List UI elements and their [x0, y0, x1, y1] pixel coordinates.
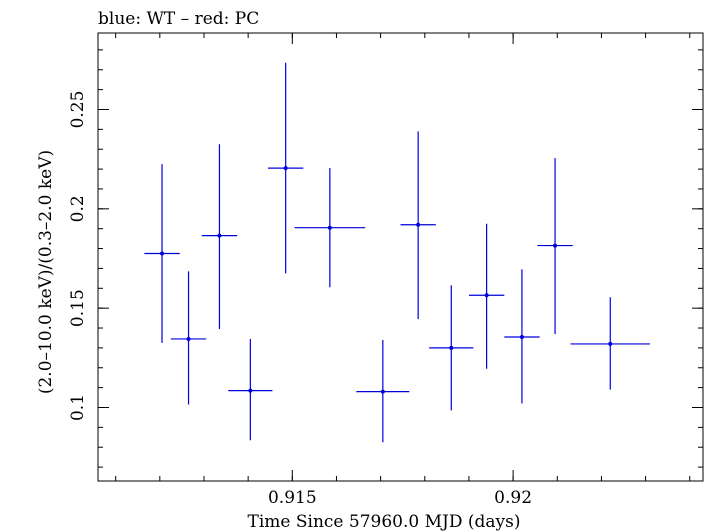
y-tick-label: 0.25	[68, 91, 88, 129]
data-point	[356, 339, 410, 443]
data-point	[294, 168, 366, 288]
chart-title: blue: WT – red: PC	[98, 9, 259, 29]
point-marker	[449, 345, 454, 350]
y-tick-label: 0.1	[68, 394, 88, 421]
axis-ticks: 0.915 0.92 0.1 0.15 0.2 0.25	[68, 33, 703, 508]
point-marker	[160, 251, 165, 256]
x-tick-label: 0.92	[494, 488, 532, 508]
data-point	[228, 338, 273, 441]
data-point	[400, 131, 436, 320]
data-point	[504, 269, 540, 404]
point-marker	[380, 389, 385, 394]
point-marker	[553, 243, 558, 248]
data-point	[429, 285, 474, 411]
point-marker	[416, 222, 421, 227]
data-point	[268, 62, 304, 274]
y-axis-label: (2.0–10.0 keV)/(0.3–2.0 keV)	[36, 150, 56, 394]
plot-frame	[97, 32, 704, 482]
point-marker	[283, 166, 288, 171]
point-marker	[608, 341, 613, 346]
data-point	[144, 164, 180, 343]
point-marker	[186, 336, 191, 341]
data-point	[468, 223, 505, 369]
x-axis-label: Time Since 57960.0 MJD (days)	[248, 512, 521, 532]
point-marker	[484, 293, 489, 298]
data-points	[144, 62, 651, 443]
data-point	[570, 297, 651, 390]
y-tick-label: 0.15	[68, 289, 88, 327]
data-point	[170, 271, 207, 405]
point-marker	[217, 233, 222, 238]
point-marker	[519, 334, 524, 339]
y-tick-label: 0.2	[68, 195, 88, 222]
data-point	[201, 144, 238, 330]
point-marker	[248, 388, 253, 393]
data-point	[537, 158, 573, 334]
point-marker	[327, 225, 332, 230]
x-tick-label: 0.915	[268, 488, 317, 508]
